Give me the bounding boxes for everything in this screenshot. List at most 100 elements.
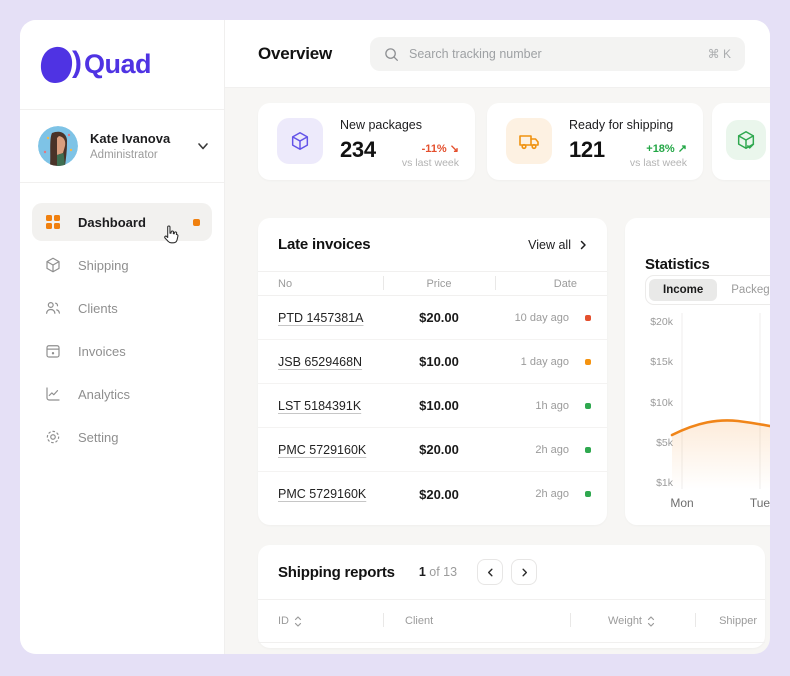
invoice-date: 10 day ago bbox=[514, 311, 569, 324]
chevron-down-icon[interactable] bbox=[196, 139, 210, 153]
sidebar-item-label: Analytics bbox=[78, 386, 131, 402]
trend-down-arrow-icon: ↘ bbox=[449, 143, 459, 155]
search-box[interactable]: ⌘ K bbox=[370, 37, 745, 71]
chevron-right-icon bbox=[522, 568, 527, 576]
page-indicator: 1 of 13 bbox=[418, 565, 458, 579]
box-check-icon bbox=[726, 120, 766, 160]
status-dot bbox=[585, 402, 591, 409]
invoice-row[interactable]: PTD 1457381A $20.00 10 day ago bbox=[258, 296, 607, 340]
invoice-price: $10.00 bbox=[419, 354, 459, 369]
user-role: Administrator bbox=[90, 149, 158, 161]
search-input[interactable] bbox=[409, 47, 708, 61]
shipping-reports-title: Shipping reports bbox=[278, 563, 395, 581]
sidebar-item-invoices[interactable]: Invoices bbox=[32, 332, 212, 370]
chart-tabs: Income Packeges bbox=[645, 275, 770, 305]
status-dot bbox=[585, 491, 591, 497]
stat-note: vs last week bbox=[401, 157, 459, 169]
stat-value: 121 bbox=[569, 137, 605, 162]
next-page-button[interactable] bbox=[511, 559, 538, 585]
package-icon bbox=[44, 256, 62, 274]
invoice-date: 1 day ago bbox=[520, 355, 569, 368]
late-invoices-title: Late invoices bbox=[278, 236, 371, 253]
shortcut-hint: ⌘ K bbox=[707, 47, 731, 61]
app-window: ) Quad Kate Ivanova Administrator bbox=[20, 20, 770, 654]
top-bar: Overview ⌘ K bbox=[225, 20, 770, 88]
quad-paren-icon: ) bbox=[72, 45, 82, 79]
invoice-price: $20.00 bbox=[419, 442, 459, 457]
column-divider bbox=[570, 613, 571, 627]
y-axis-tick: $20k bbox=[650, 316, 673, 328]
tab-income[interactable]: Income bbox=[649, 279, 718, 301]
prev-page-button[interactable] bbox=[477, 559, 504, 585]
analytics-icon bbox=[44, 385, 62, 403]
y-axis-tick: $1k bbox=[656, 477, 673, 489]
invoice-date: 2h ago bbox=[535, 488, 569, 500]
x-axis-tick: Tue bbox=[749, 496, 770, 510]
sidebar-item-clients[interactable]: Clients bbox=[32, 289, 212, 327]
avatar bbox=[38, 126, 78, 166]
sidebar-nav: Dashboard Shipping Clients bbox=[20, 183, 224, 456]
sidebar-item-analytics[interactable]: Analytics bbox=[32, 375, 212, 413]
status-dot bbox=[585, 446, 591, 453]
sidebar-item-setting[interactable]: Setting bbox=[32, 418, 212, 456]
y-axis-tick: $10k bbox=[650, 397, 673, 409]
income-line-chart bbox=[670, 313, 770, 489]
column-weight[interactable]: Weight bbox=[570, 615, 695, 627]
stat-card-ready-shipping: Ready for shipping 121 +18% ↗ vs last we… bbox=[487, 103, 703, 180]
truck-icon bbox=[506, 118, 552, 164]
chevron-right-icon bbox=[580, 240, 586, 249]
stat-card-delivered bbox=[712, 103, 770, 180]
invoice-row[interactable]: JSB 6529468N $10.00 1 day ago bbox=[258, 340, 607, 384]
sidebar-item-label: Shipping bbox=[78, 257, 129, 273]
stat-card-new-packages: New packages 234 -11% ↘ vs last week bbox=[258, 103, 475, 180]
view-all-link[interactable]: View all bbox=[528, 238, 589, 252]
column-id[interactable]: ID bbox=[258, 615, 383, 627]
column-client: Client bbox=[405, 615, 434, 627]
user-profile[interactable]: Kate Ivanova Administrator bbox=[20, 110, 224, 183]
tab-packages[interactable]: Packeges bbox=[731, 284, 770, 296]
box-icon bbox=[277, 118, 323, 164]
sidebar-item-dashboard[interactable]: Dashboard bbox=[32, 203, 212, 241]
grid-icon bbox=[44, 213, 62, 231]
invoice-number-link[interactable]: PMC 5729160K bbox=[278, 487, 367, 501]
invoice-row[interactable]: PMC 5729160K $20.00 2h ago bbox=[258, 428, 607, 472]
stat-label: New packages bbox=[340, 118, 422, 132]
column-date: Date bbox=[553, 277, 577, 290]
stat-trend: +18% ↗ bbox=[646, 143, 687, 155]
user-name: Kate Ivanova bbox=[90, 131, 171, 146]
invoice-row[interactable]: PMC 5729160K $20.00 2h ago bbox=[258, 472, 607, 516]
invoice-number-link[interactable]: JSB 6529468N bbox=[278, 354, 363, 369]
search-icon bbox=[385, 47, 398, 61]
invoice-row[interactable]: LST 5184391K $10.00 1h ago bbox=[258, 384, 607, 428]
statistics-title: Statistics bbox=[645, 256, 710, 273]
column-divider bbox=[695, 613, 696, 627]
wallet-icon bbox=[44, 342, 62, 360]
column-divider bbox=[383, 613, 384, 627]
quad-blob-icon bbox=[40, 46, 73, 83]
sidebar-item-shipping[interactable]: Shipping bbox=[32, 246, 212, 284]
sidebar-item-label: Invoices bbox=[78, 343, 126, 359]
invoice-number-link[interactable]: PMC 5729160K bbox=[278, 442, 367, 457]
sidebar-item-label: Clients bbox=[78, 300, 118, 316]
invoice-number-link[interactable]: PTD 1457381A bbox=[278, 310, 364, 325]
y-axis-tick: $5k bbox=[656, 437, 673, 449]
column-price: Price bbox=[426, 277, 452, 290]
page-title: Overview bbox=[258, 43, 333, 63]
shipping-reports-panel: Shipping reports 1 of 13 ID bbox=[258, 545, 765, 648]
statistics-panel: Statistics Income Packeges $20k $15k $10… bbox=[625, 218, 770, 525]
main-area: Overview ⌘ K New packages 234 -11% ↘ bbox=[225, 20, 770, 654]
sort-icon bbox=[294, 615, 302, 627]
income-series-line bbox=[670, 419, 770, 437]
stat-value: 234 bbox=[340, 137, 376, 162]
status-dot bbox=[585, 314, 591, 321]
invoice-number-link[interactable]: LST 5184391K bbox=[278, 398, 362, 413]
invoice-price: $20.00 bbox=[419, 486, 459, 502]
invoices-table-header: No Price Date bbox=[258, 272, 607, 296]
sort-icon bbox=[647, 615, 655, 627]
gear-icon bbox=[44, 428, 62, 446]
y-axis-tick: $15k bbox=[650, 356, 673, 368]
brand-name: Quad bbox=[84, 49, 152, 79]
sidebar-item-label: Setting bbox=[78, 429, 119, 445]
invoice-date: 1h ago bbox=[535, 399, 569, 412]
invoice-date: 2h ago bbox=[535, 443, 569, 456]
